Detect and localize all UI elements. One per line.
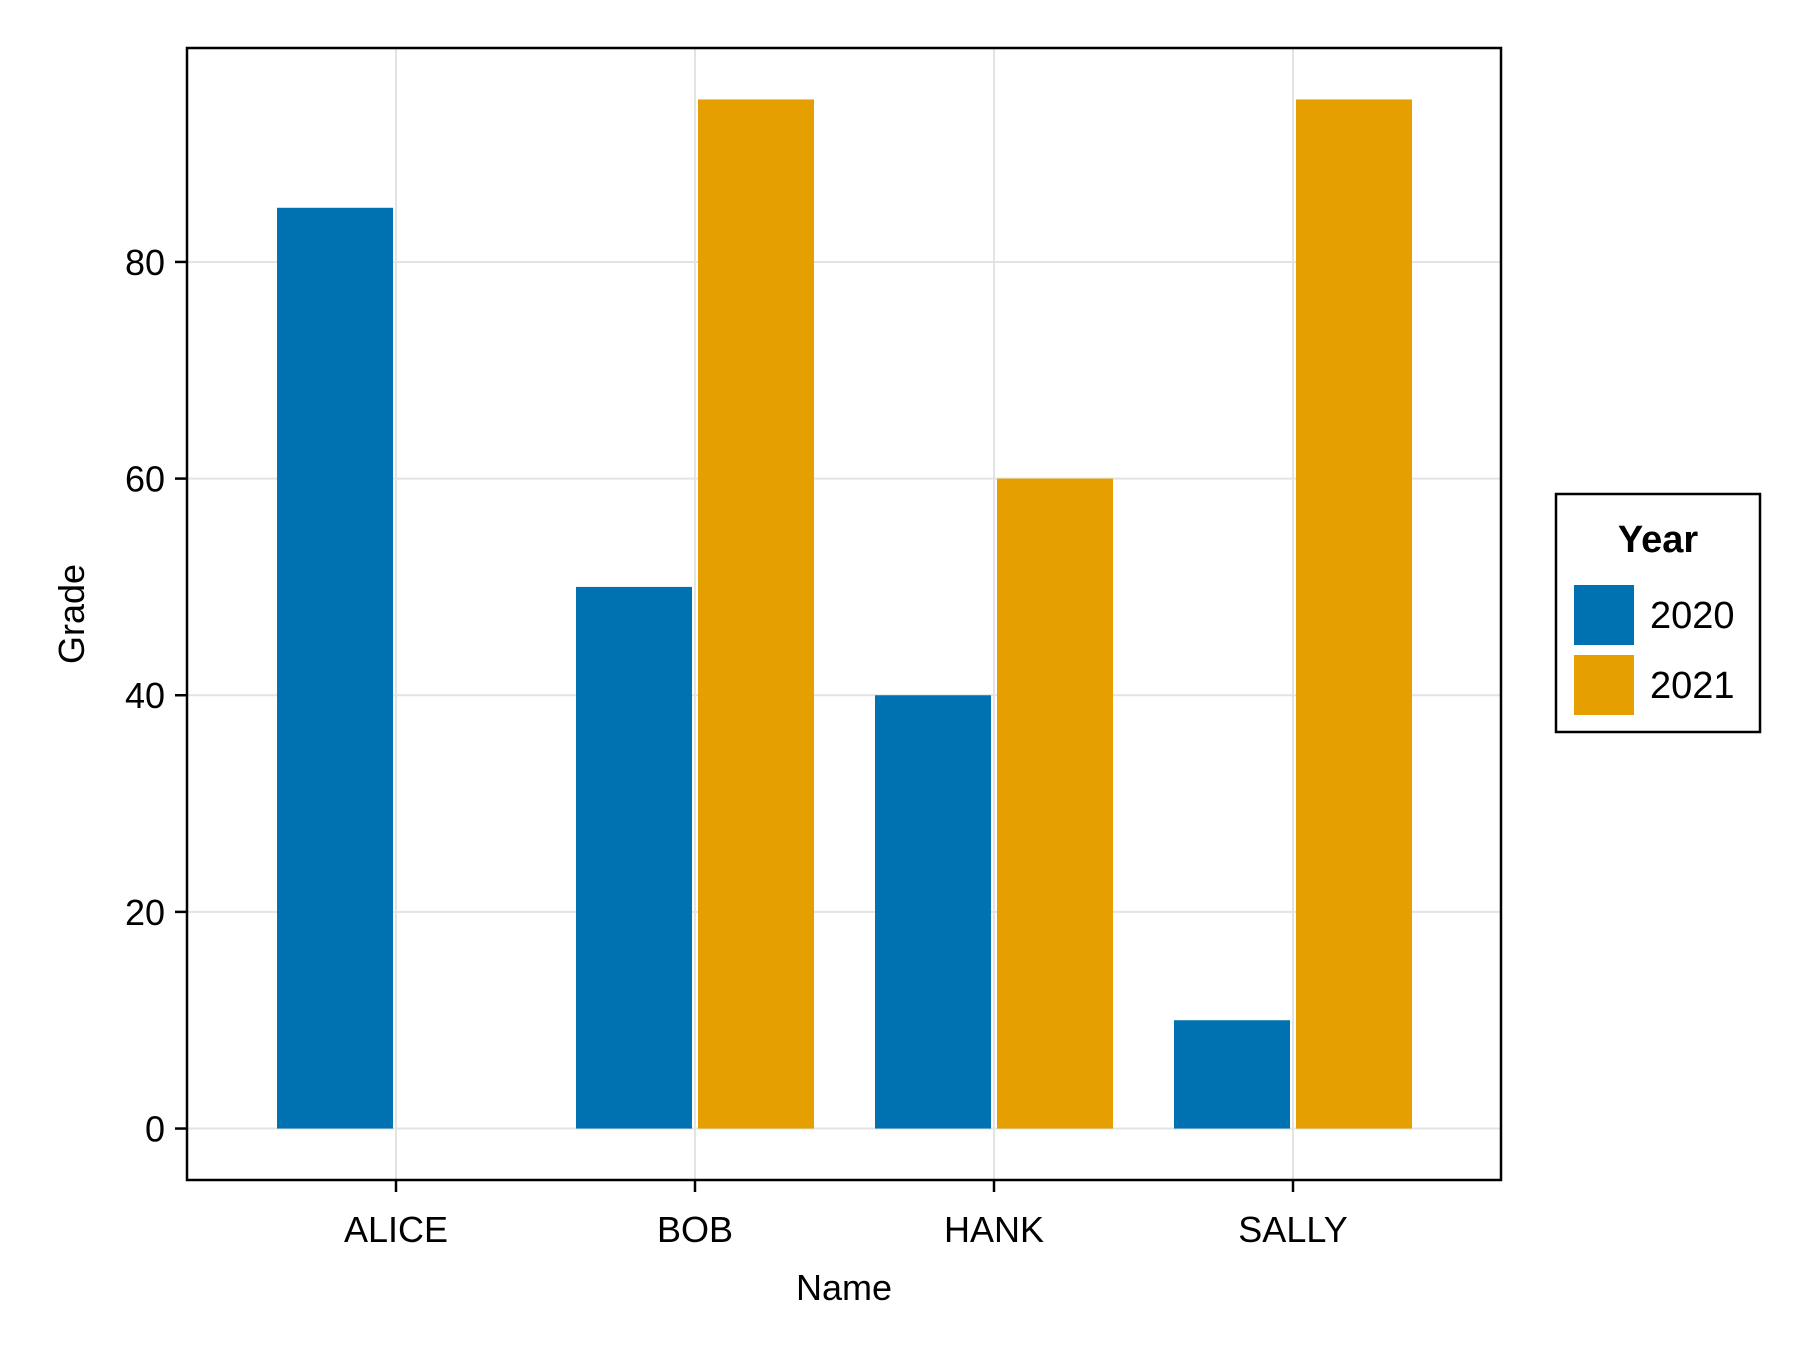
grid-lines: [187, 48, 1501, 1180]
bars: [277, 99, 1412, 1129]
y-tick-label: 40: [125, 675, 165, 716]
legend-title: Year: [1618, 519, 1699, 561]
bar-2020-alice: [277, 207, 393, 1129]
y-tick-label: 60: [125, 459, 165, 500]
legend-label-2020: 2020: [1650, 595, 1735, 637]
bar-2020-bob: [576, 586, 692, 1129]
y-tick-label: 0: [145, 1109, 165, 1150]
legend: Year 2020 2021: [1554, 492, 1762, 734]
y-tick-label: 20: [125, 892, 165, 933]
x-tick-label: ALICE: [344, 1209, 448, 1250]
y-axis-title: Grade: [51, 564, 92, 664]
x-tick-label: BOB: [657, 1209, 733, 1250]
bar-2021-hank: [997, 478, 1113, 1129]
legend-entries: 2020 2021: [1574, 585, 1735, 715]
bar-2020-sally: [1174, 1020, 1290, 1129]
y-axis-ticks: 0 20 40 60 80: [125, 242, 187, 1150]
bar-2021-bob: [698, 99, 814, 1129]
legend-swatch-2020: [1574, 585, 1634, 645]
bar-2021-sally: [1296, 99, 1412, 1129]
legend-swatch-2021: [1574, 655, 1634, 715]
y-tick-label: 80: [125, 242, 165, 283]
x-axis-title: Name: [796, 1267, 892, 1308]
x-axis-ticks: ALICE BOB HANK SALLY: [344, 1180, 1348, 1250]
plot-frame: [185, 46, 1503, 1182]
x-tick-label: SALLY: [1238, 1209, 1347, 1250]
legend-label-2021: 2021: [1650, 665, 1735, 707]
bar-2020-hank: [875, 695, 991, 1129]
x-tick-label: HANK: [944, 1209, 1044, 1250]
